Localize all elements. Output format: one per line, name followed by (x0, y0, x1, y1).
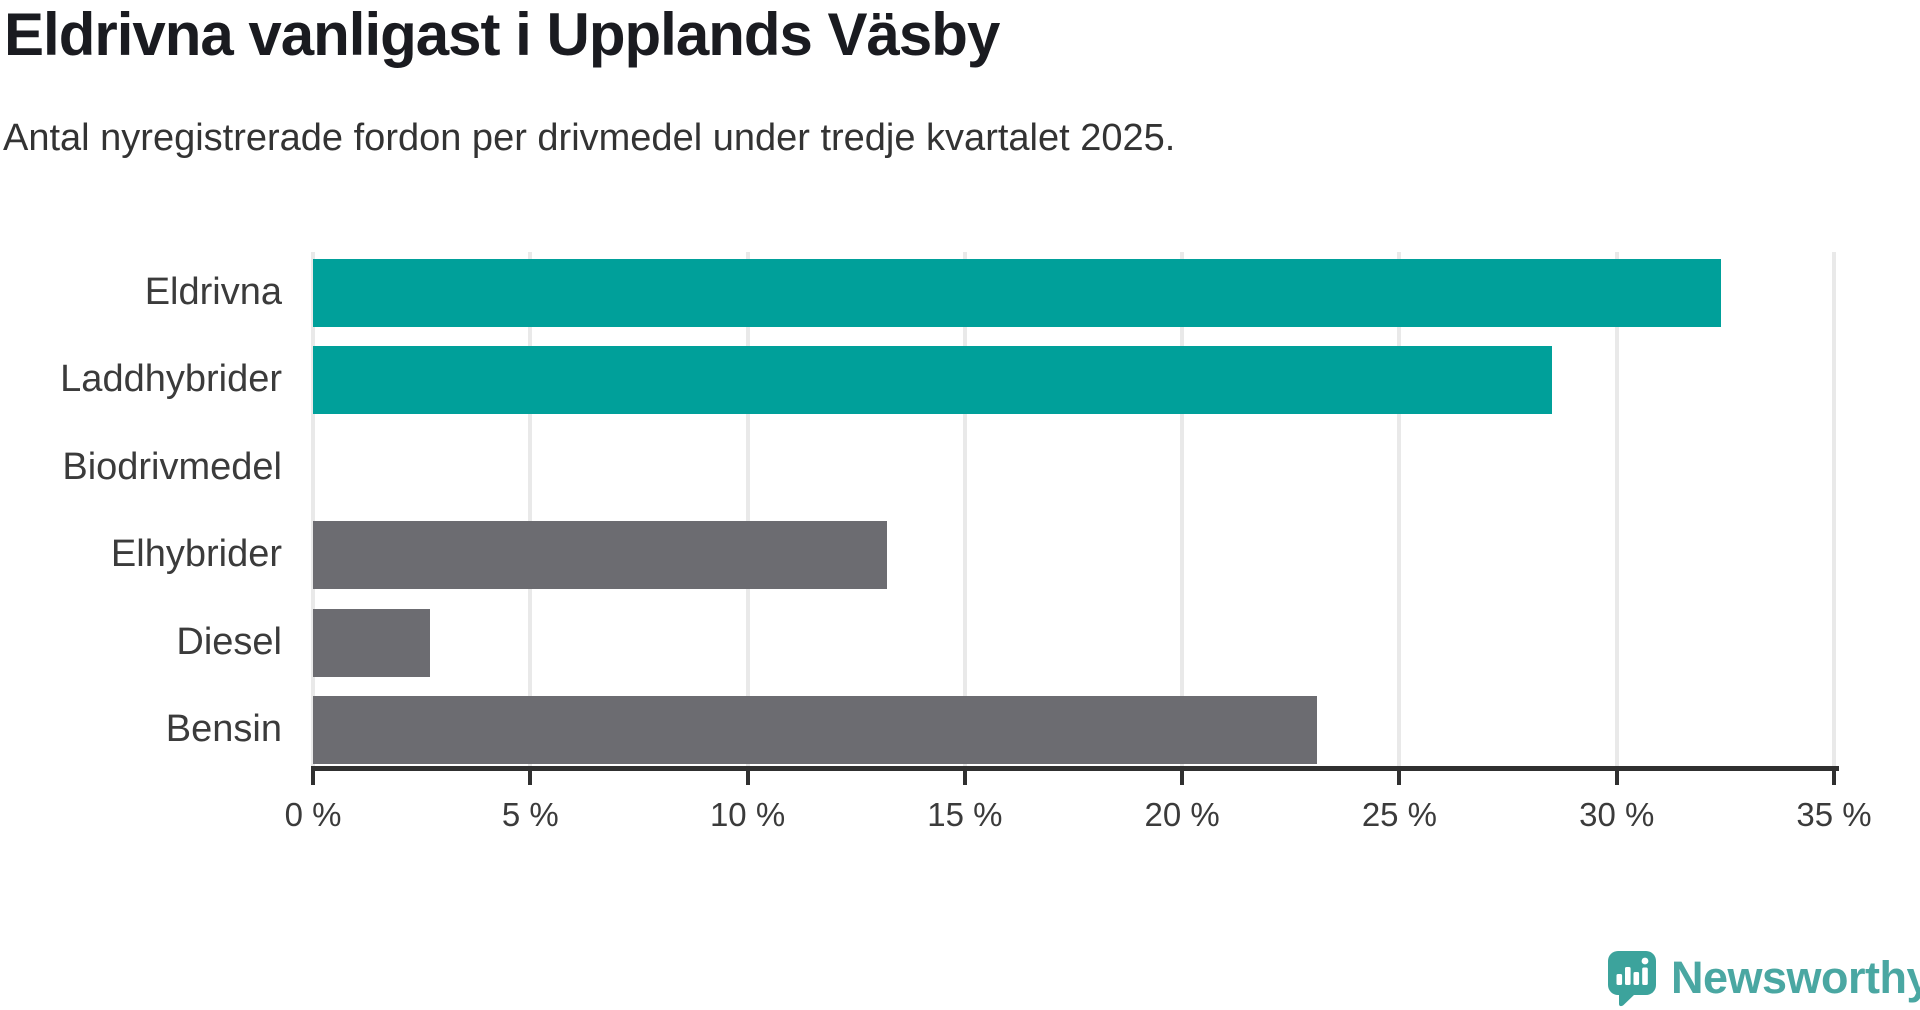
bar-row: Diesel (0, 609, 1834, 677)
plot-area: 0 % 5 % 10 % 15 % 20 % 25 % 30 % 35 % (285, 252, 1872, 833)
category-label: Bensin (165, 708, 282, 750)
axis-tick (745, 771, 750, 785)
gridline (311, 252, 315, 766)
category-label: Biodrivmedel (62, 446, 282, 488)
gridline (528, 252, 533, 766)
bar-track (313, 434, 1834, 502)
axis-tick (528, 771, 533, 785)
gridline (962, 252, 967, 766)
bar-chart-speech-bubble-icon (1608, 951, 1656, 1007)
chart-subtitle: Antal nyregistrerade fordon per drivmede… (3, 117, 1176, 159)
bar-row: Eldrivna (0, 259, 1834, 327)
gridline (1180, 252, 1185, 766)
tick-label: 15 % (927, 796, 1003, 833)
bar-track (313, 696, 1834, 764)
tick-label: 0 % (284, 796, 342, 833)
bar-track (313, 346, 1834, 414)
bar (313, 521, 887, 589)
category-label: Laddhybrider (60, 358, 282, 400)
bar (313, 696, 1317, 764)
newsworthy-logo: Newsworthy (1608, 951, 1920, 1008)
gridline (1397, 252, 1402, 766)
tick-label: 30 % (1579, 796, 1655, 833)
tick-label: 20 % (1144, 796, 1220, 833)
bar (313, 346, 1552, 414)
newsworthy-logo-text: Newsworthy (1671, 952, 1920, 1003)
gridline (1832, 252, 1836, 766)
axis-tick (311, 771, 315, 785)
tick-label: 10 % (709, 796, 786, 833)
bar-track (313, 521, 1834, 589)
tick-label: 5 % (501, 796, 559, 833)
bar-row: Bensin (0, 696, 1834, 764)
bar (313, 259, 1721, 327)
gridline (1614, 252, 1619, 766)
bar (313, 609, 431, 677)
bar-row: Biodrivmedel (0, 434, 1834, 502)
bar-row: Elhybrider (0, 521, 1834, 589)
tick-label: 25 % (1361, 796, 1438, 833)
bar-track (313, 259, 1834, 327)
axis-tick (1832, 771, 1836, 785)
tick-label: 35 % (1796, 796, 1872, 833)
bar-rows: Eldrivna Laddhybrider Biodrivmedel Elhyb… (0, 252, 1834, 766)
axis-tick (962, 771, 967, 785)
category-label: Elhybrider (110, 533, 282, 575)
gridline (745, 252, 750, 766)
bar-row: Laddhybrider (0, 346, 1834, 414)
x-axis-line (311, 766, 1839, 771)
category-label: Diesel (176, 621, 282, 663)
axis-tick (1614, 771, 1619, 785)
bar-track (313, 609, 1834, 677)
page-title: Eldrivna vanligast i Upplands Väsby (4, 1, 1000, 68)
category-label: Eldrivna (144, 271, 282, 313)
axis-tick (1397, 771, 1402, 785)
axis-tick (1180, 771, 1185, 785)
